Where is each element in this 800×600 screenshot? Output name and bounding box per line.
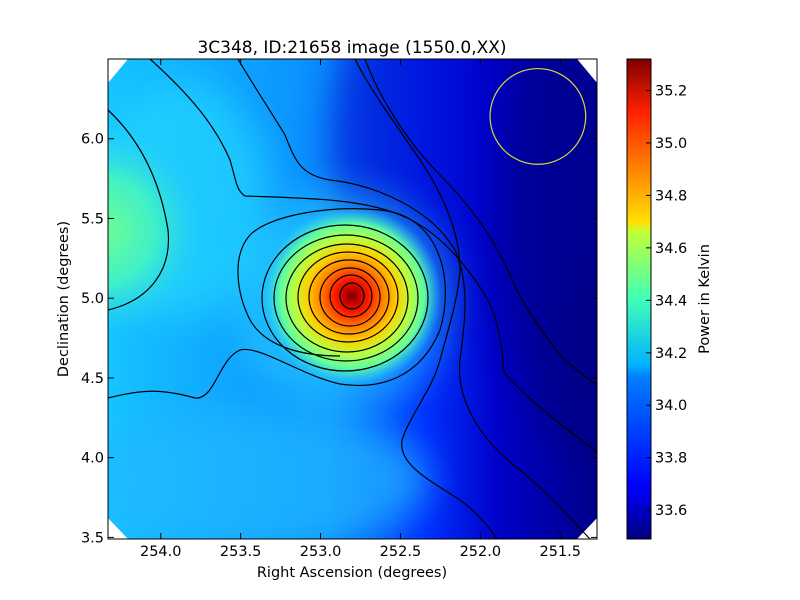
contour-left xyxy=(108,109,170,311)
contour-lines xyxy=(108,59,597,539)
y-tick-label: 4.5 xyxy=(81,371,104,387)
chart-title: 3C348, ID:21658 image (1550.0,XX) xyxy=(197,38,506,58)
x-tick-label: 254.0 xyxy=(140,544,182,560)
colorbar-tick-label: 34.4 xyxy=(655,293,687,309)
beam-circle xyxy=(489,67,587,165)
y-tick-label: 4.0 xyxy=(81,451,104,467)
contour-lower xyxy=(354,59,498,539)
colorbar xyxy=(626,58,652,540)
x-tick-label: 253.5 xyxy=(220,544,262,560)
x-axis-label: Right Ascension (degrees) xyxy=(257,565,447,581)
colorbar-tick-label: 35.0 xyxy=(655,136,687,152)
contour-ring xyxy=(261,224,429,372)
colorbar-axis: 33.6 33.8 34.0 34.2 34.4 34.6 34.8 35.0 35.2 xyxy=(646,83,687,519)
contour-ring xyxy=(329,274,373,318)
plot-frame xyxy=(107,58,598,540)
colorbar-label: Power in Kelvin xyxy=(697,244,713,354)
colorbar-tick-label: 34.6 xyxy=(655,241,687,257)
x-tick-label: 251.5 xyxy=(539,544,581,560)
colorbar-tick-label: 33.6 xyxy=(655,503,687,519)
contour-ring xyxy=(285,243,409,353)
contour-ring xyxy=(319,267,381,327)
contour-right xyxy=(364,59,597,386)
colorbar-tick-label: 34.8 xyxy=(655,188,687,204)
contour-mid-right xyxy=(237,59,591,539)
contour-ring xyxy=(339,282,365,310)
colorbar-tick-label: 35.2 xyxy=(655,83,687,99)
x-tick-label: 252.5 xyxy=(380,544,422,560)
y-tick-label: 5.0 xyxy=(81,291,104,307)
x-tick-label: 252.0 xyxy=(460,544,502,560)
x-axis: 254.0 253.5 253.0 252.5 252.0 251.5 xyxy=(140,59,581,560)
heatmap-image xyxy=(108,59,597,539)
contour-ring xyxy=(297,251,399,343)
colorbar-tick-label: 34.0 xyxy=(655,398,687,414)
y-tick-label: 3.5 xyxy=(81,530,104,546)
contour-ring xyxy=(308,259,390,335)
y-tick-label: 5.5 xyxy=(81,211,104,227)
colorbar-tick-label: 34.2 xyxy=(655,346,687,362)
contour-broad xyxy=(108,208,446,399)
colorbar-tick-label: 33.8 xyxy=(655,451,687,467)
contour-ring xyxy=(273,234,419,362)
y-axis: 3.5 4.0 4.5 5.0 5.5 6.0 xyxy=(81,132,597,546)
y-axis-label: Declination (degrees) xyxy=(56,221,72,377)
x-tick-label: 253.0 xyxy=(300,544,342,560)
y-tick-label: 6.0 xyxy=(81,132,104,148)
